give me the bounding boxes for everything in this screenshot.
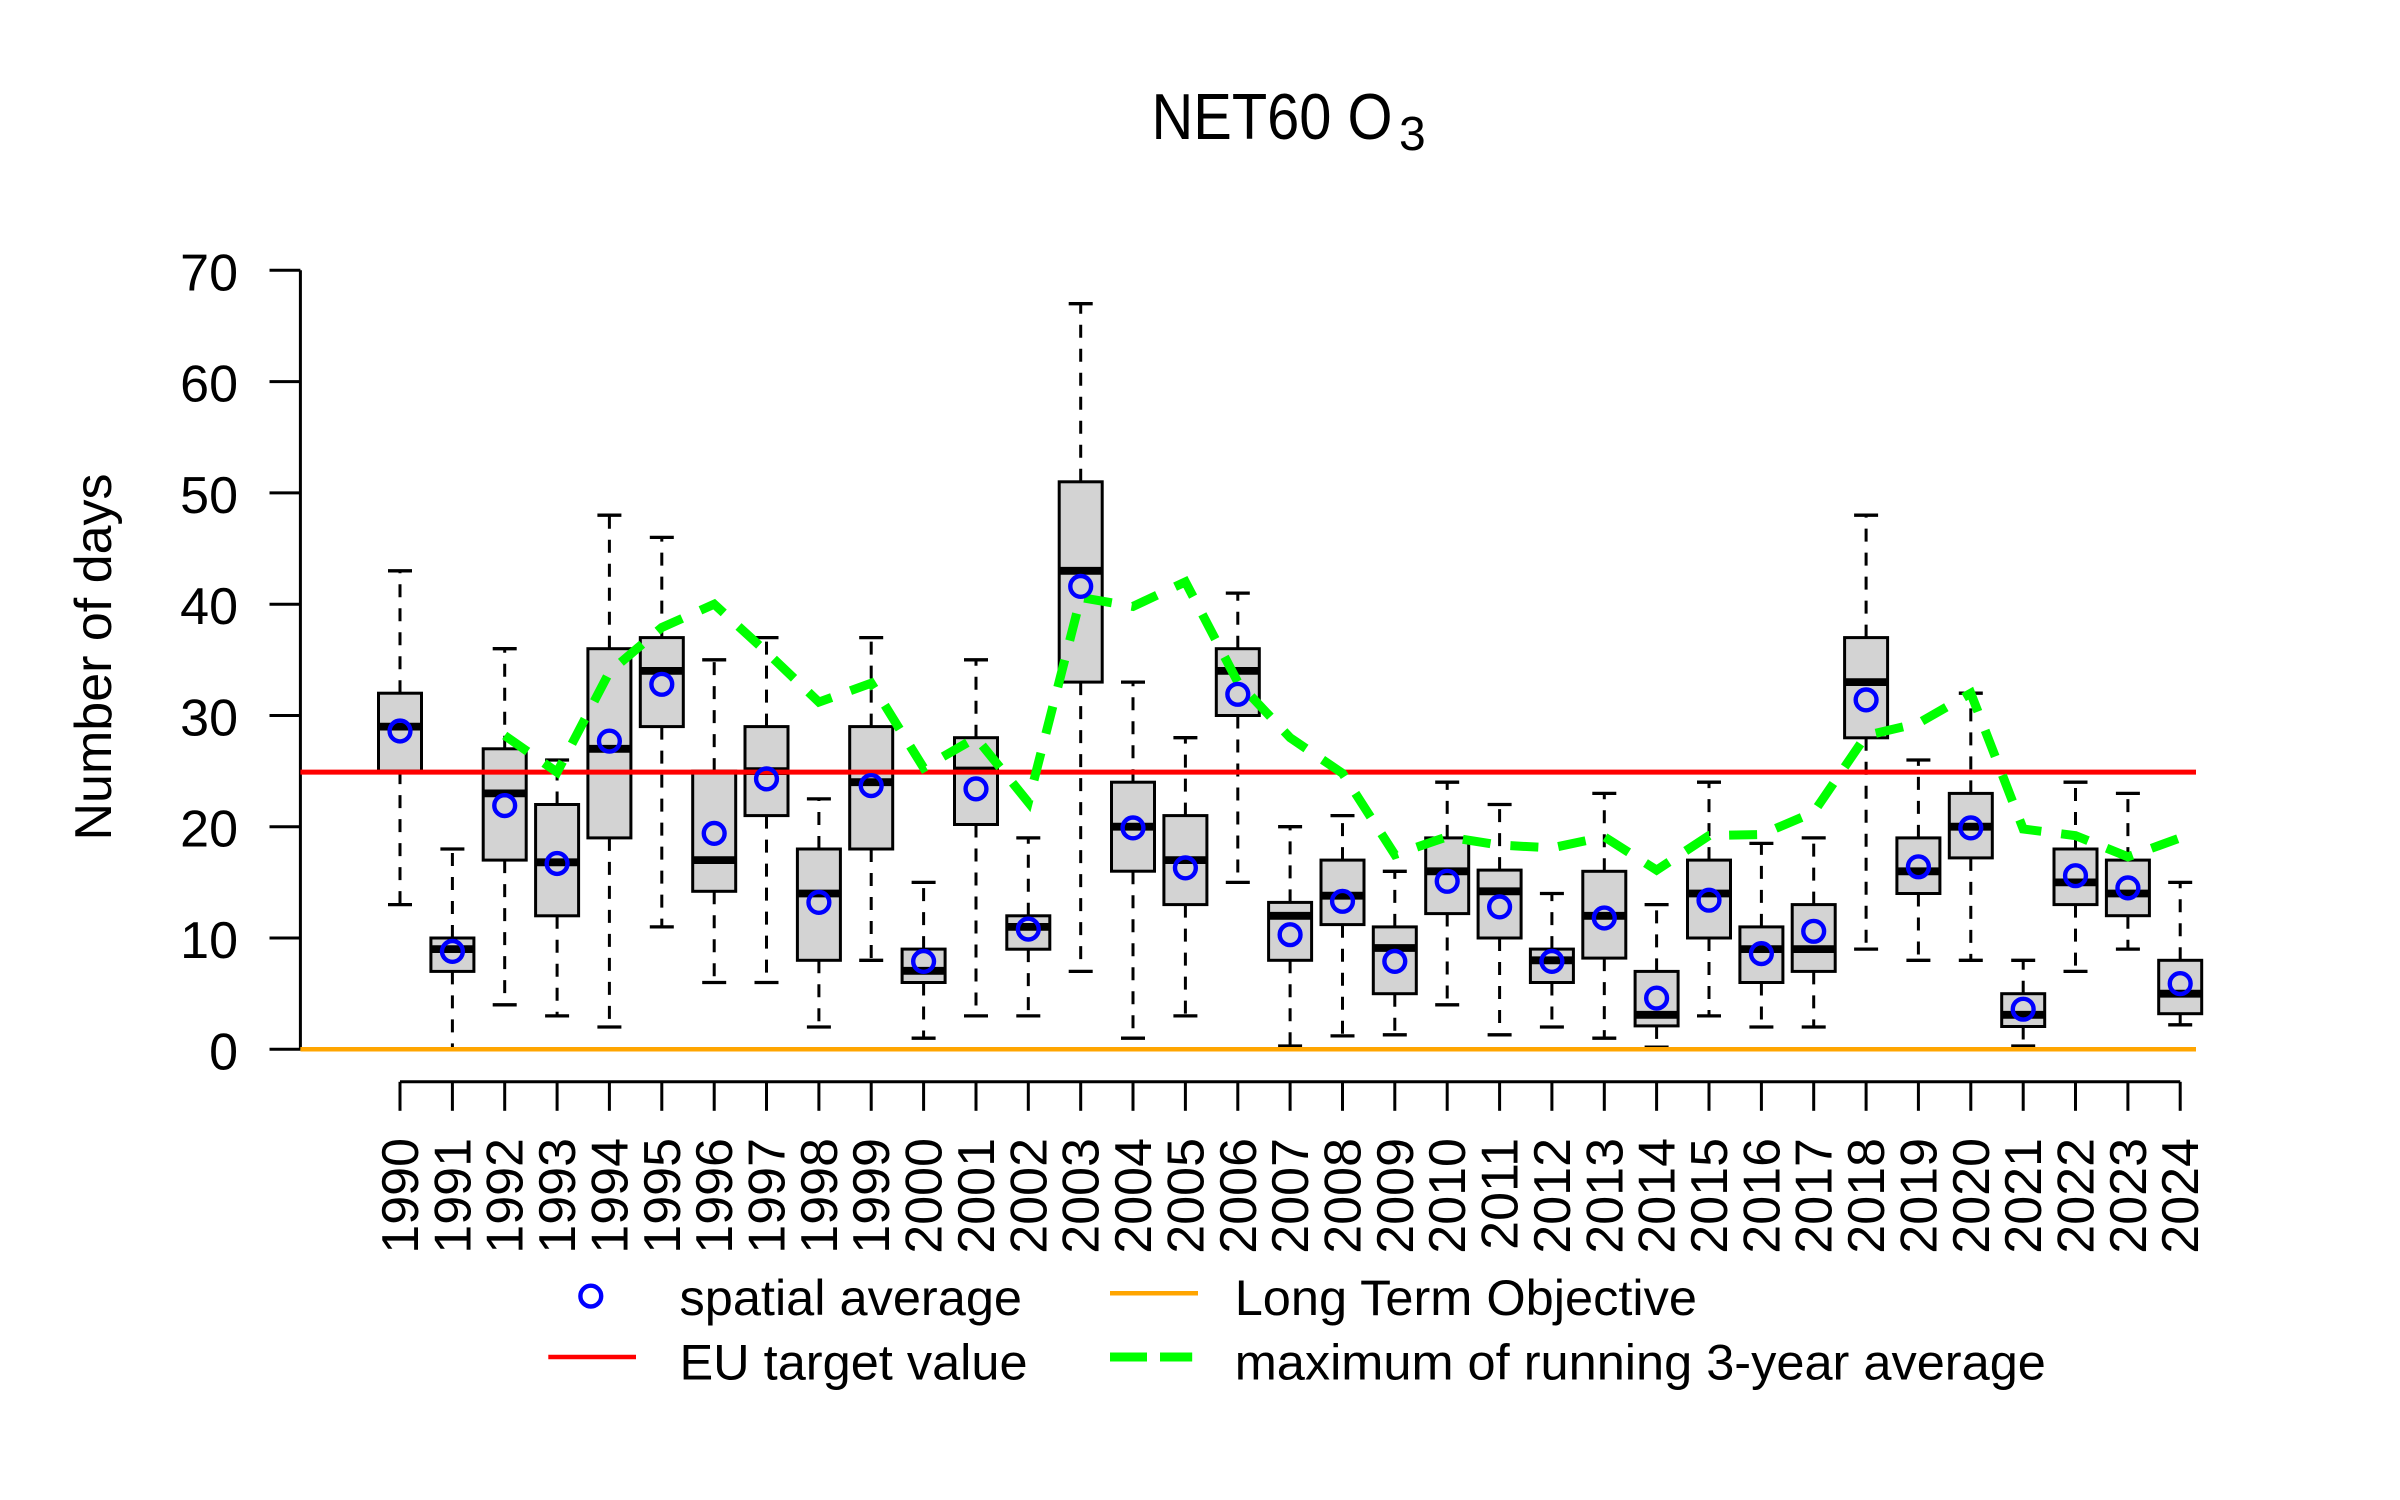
svg-text:2003: 2003 [1053, 1138, 1111, 1254]
svg-text:1996: 1996 [686, 1138, 744, 1254]
svg-text:10: 10 [180, 912, 238, 970]
svg-text:2010: 2010 [1419, 1138, 1477, 1254]
svg-text:40: 40 [180, 578, 238, 636]
svg-text:1992: 1992 [477, 1138, 535, 1254]
svg-text:2011: 2011 [1472, 1138, 1530, 1250]
svg-text:Number of days: Number of days [65, 473, 123, 840]
svg-text:1997: 1997 [739, 1138, 797, 1254]
svg-text:Long Term Objective: Long Term Objective [1235, 1269, 1697, 1326]
svg-text:spatial average: spatial average [680, 1269, 1023, 1326]
svg-text:60: 60 [180, 356, 238, 414]
svg-text:2019: 2019 [1890, 1138, 1948, 1254]
svg-text:2018: 2018 [1838, 1138, 1896, 1254]
svg-text:2012: 2012 [1524, 1138, 1582, 1254]
svg-text:1991: 1991 [424, 1138, 482, 1254]
svg-text:2002: 2002 [1000, 1138, 1058, 1254]
svg-text:2005: 2005 [1157, 1138, 1215, 1254]
svg-text:2024: 2024 [2152, 1138, 2210, 1254]
svg-text:1994: 1994 [581, 1138, 639, 1254]
svg-text:3: 3 [1399, 108, 1426, 161]
svg-text:NET60 O: NET60 O [1152, 80, 1393, 153]
svg-text:50: 50 [180, 467, 238, 525]
svg-text:30: 30 [180, 690, 238, 748]
svg-text:0: 0 [209, 1023, 238, 1081]
svg-text:70: 70 [180, 244, 238, 302]
svg-text:2007: 2007 [1262, 1138, 1320, 1254]
svg-text:2015: 2015 [1681, 1138, 1739, 1254]
svg-text:2008: 2008 [1315, 1138, 1373, 1254]
svg-text:2020: 2020 [1943, 1138, 2001, 1254]
svg-text:2014: 2014 [1629, 1138, 1687, 1254]
svg-text:2023: 2023 [2100, 1138, 2158, 1254]
svg-text:2001: 2001 [948, 1138, 1006, 1254]
svg-text:2009: 2009 [1367, 1138, 1425, 1254]
svg-text:2013: 2013 [1576, 1138, 1634, 1254]
svg-text:20: 20 [180, 801, 238, 859]
svg-text:2017: 2017 [1786, 1138, 1844, 1254]
svg-text:1993: 1993 [529, 1138, 587, 1254]
svg-text:1998: 1998 [791, 1138, 849, 1254]
svg-text:1999: 1999 [843, 1138, 901, 1254]
svg-text:1990: 1990 [372, 1138, 430, 1254]
svg-text:1995: 1995 [634, 1138, 692, 1254]
svg-text:maximum of running 3-year aver: maximum of running 3-year average [1235, 1334, 2046, 1391]
svg-text:2016: 2016 [1733, 1138, 1791, 1254]
svg-text:2022: 2022 [2048, 1138, 2106, 1254]
svg-text:2000: 2000 [896, 1138, 954, 1254]
svg-text:2006: 2006 [1210, 1138, 1268, 1254]
svg-text:2004: 2004 [1105, 1138, 1163, 1254]
svg-text:EU target value: EU target value [680, 1334, 1028, 1391]
svg-text:2021: 2021 [1995, 1138, 2053, 1254]
